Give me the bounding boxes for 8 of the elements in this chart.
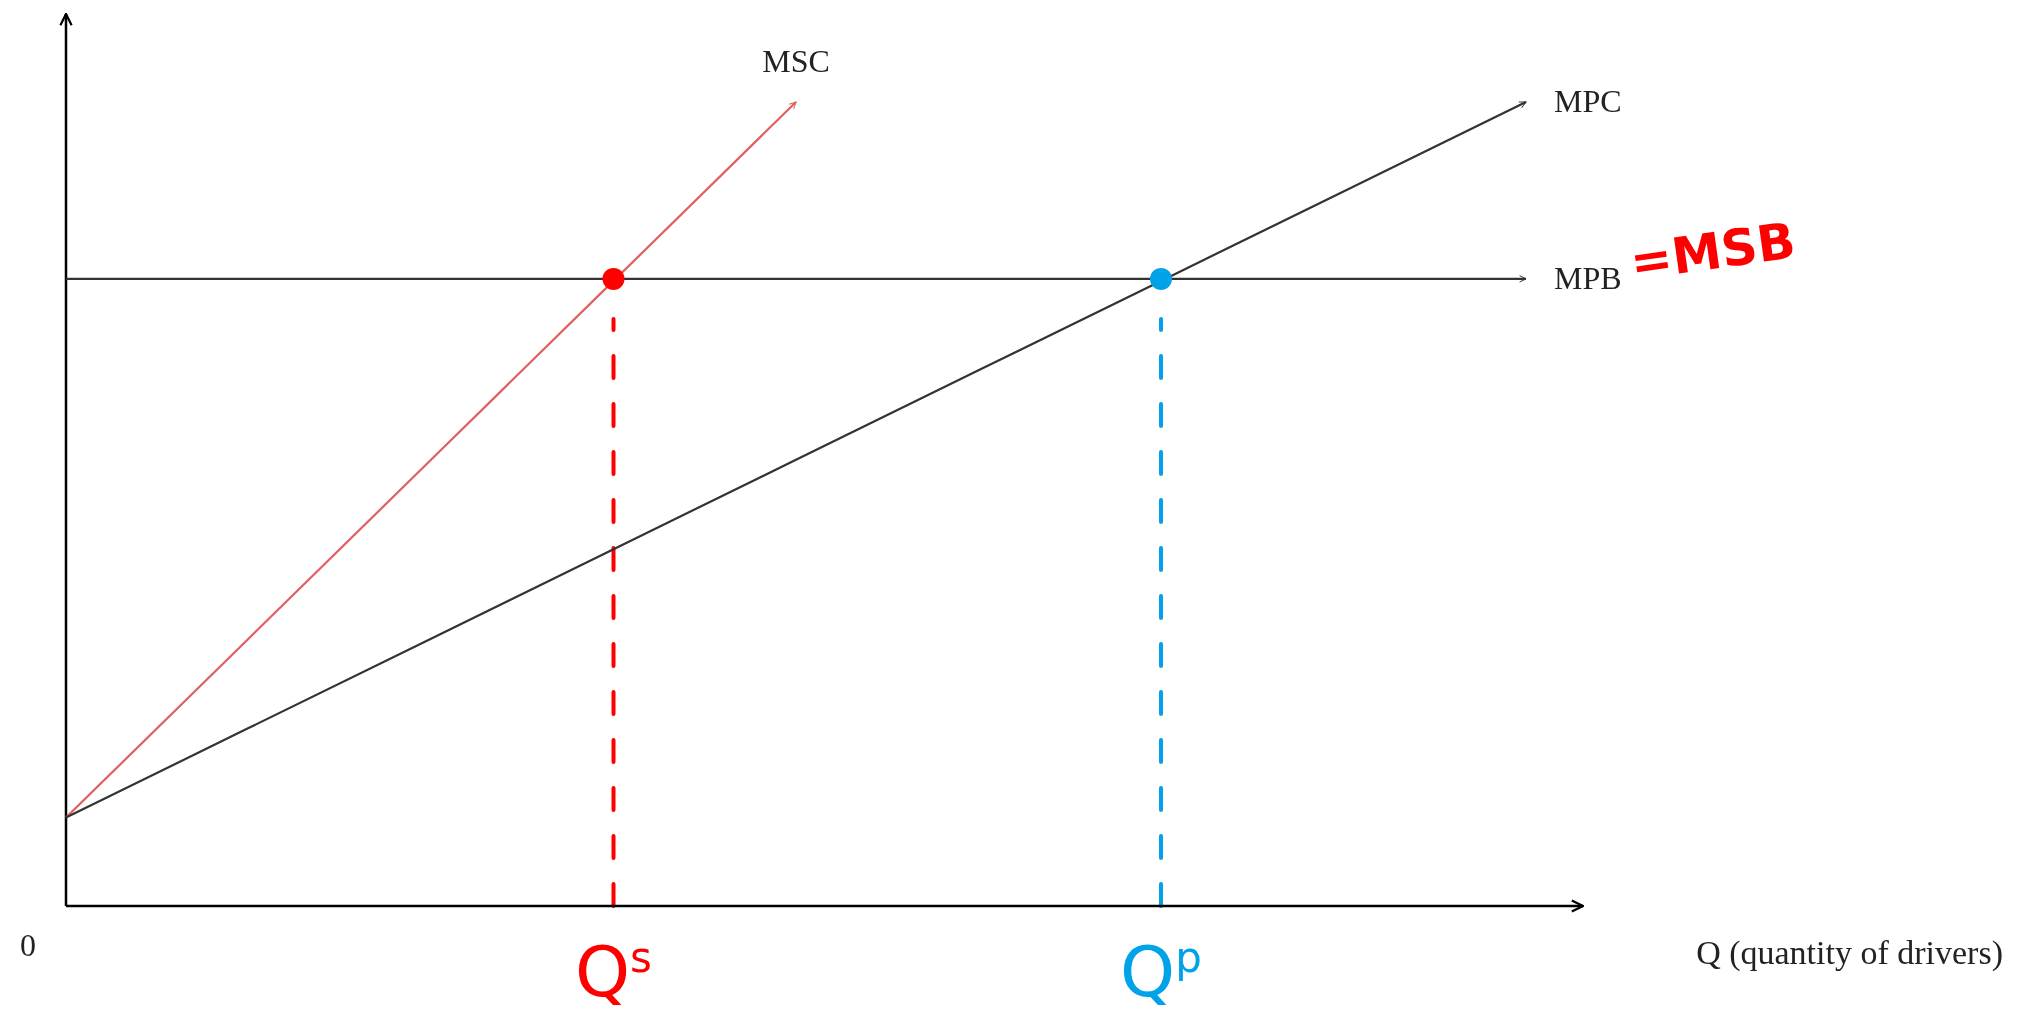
series-label: MSC <box>762 43 830 79</box>
series-label: MPC <box>1554 83 1622 119</box>
x-tick-label: Q$^{s}$ <box>575 931 652 1013</box>
x-tick-label: Q$^{p}$ <box>1120 931 1202 1013</box>
x-axis-title: Q (quantity of drivers) <box>1696 934 2003 972</box>
text: 0 <box>20 927 36 963</box>
text: =MSB <box>1626 211 1799 292</box>
series-label: MPB <box>1554 259 1622 296</box>
